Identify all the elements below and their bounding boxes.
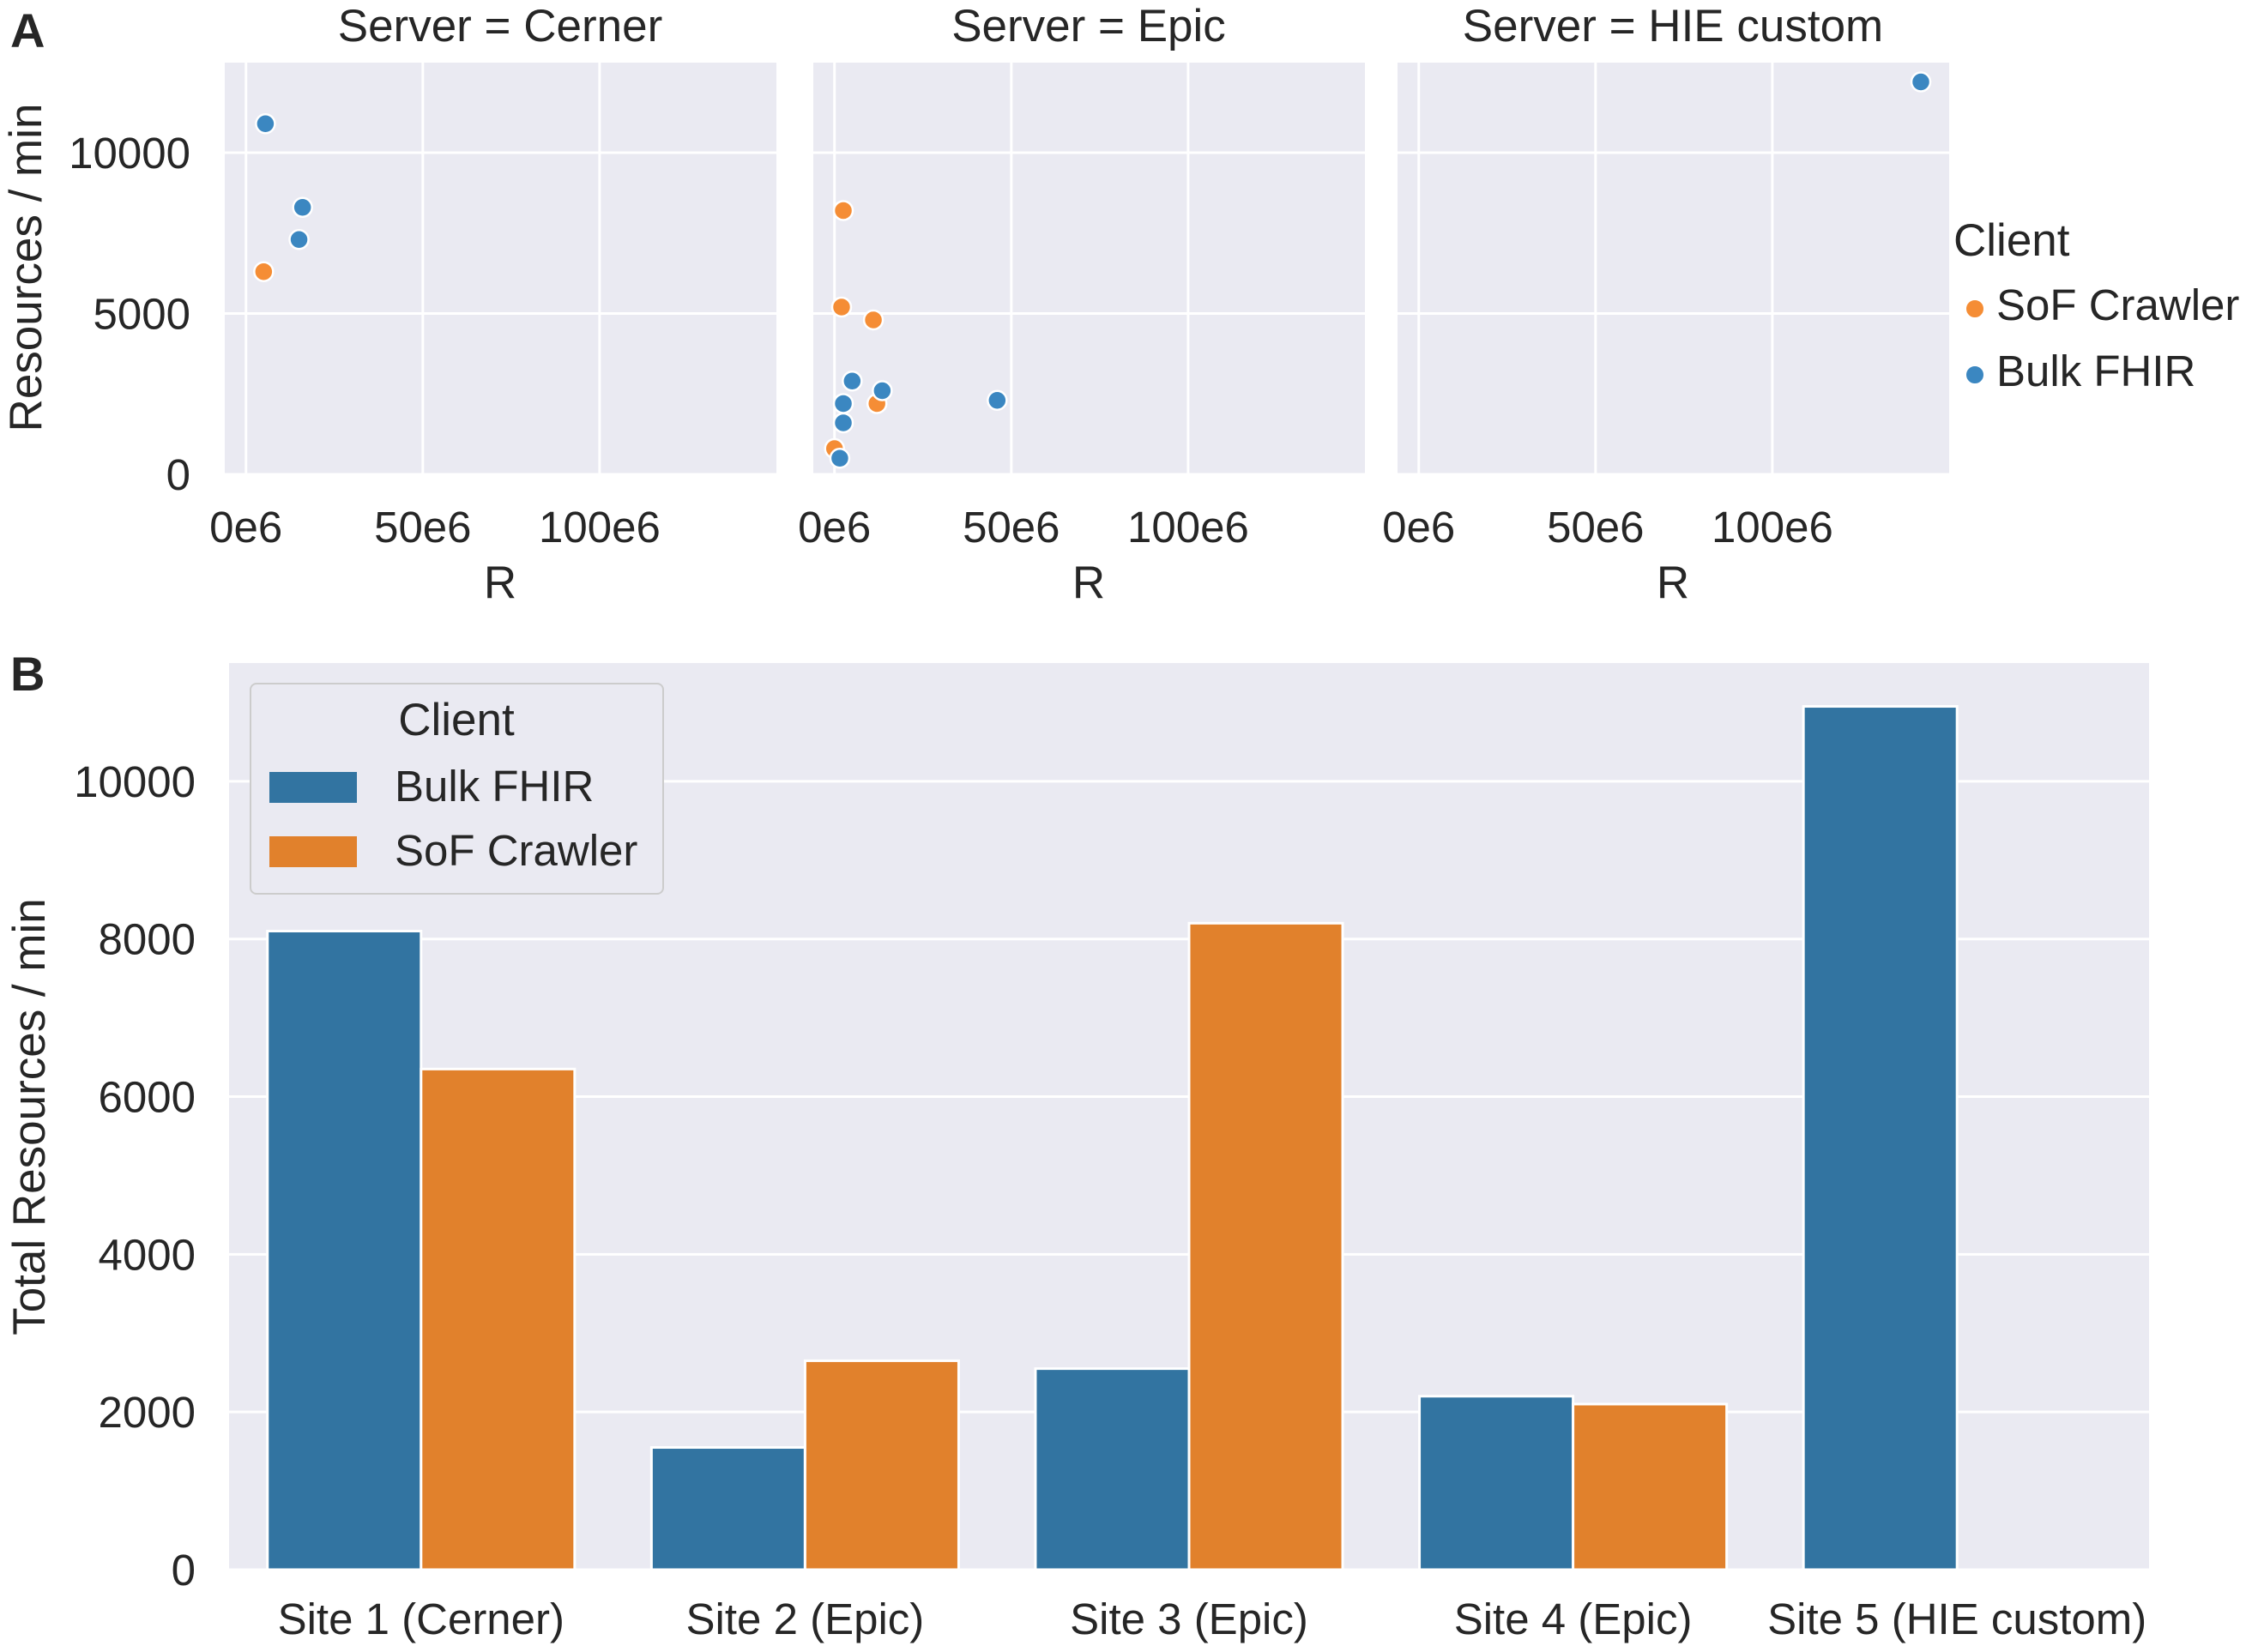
- panel-a-ylabel: Resources / min: [1, 104, 51, 432]
- bar-chart-y-tick-label-1: 2000: [99, 1388, 196, 1437]
- facet-cerner-gridlines: [225, 63, 776, 476]
- point-hie-custom-bulk-fhir-0: [1910, 71, 1932, 93]
- facet-cerner-xlabel: R: [484, 558, 516, 608]
- bar-chart-y-tick-label-2: 4000: [99, 1230, 196, 1279]
- bar-chart-y-tick-labels: 0 2000 4000 6000 8000 10000: [74, 757, 196, 1595]
- facet-epic-x-tick-label-1: 50e6: [963, 503, 1060, 552]
- bar-site-4-epic-bulk-fhir: [1418, 1395, 1575, 1571]
- bar-chart-x-tick-label-1: Site 2 (Epic): [686, 1595, 925, 1643]
- bar-chart-x-tick-label-3: Site 4 (Epic): [1454, 1595, 1693, 1643]
- bar-chart-y-tick-label-3: 6000: [99, 1073, 196, 1122]
- facet-epic-x-tick-label-0: 0e6: [798, 503, 871, 552]
- panel-a-letter: A: [10, 3, 45, 57]
- facet-cerner-x-tick-label-0: 0e6: [209, 503, 282, 552]
- facet-hie-custom-x-tick-label-2: 100e6: [1712, 503, 1833, 552]
- point-epic-bulk-fhir-0: [842, 371, 863, 392]
- panel-a-legend-label-bulk-fhir: Bulk FHIR: [1996, 347, 2195, 395]
- facet-hie-custom-background: [1398, 63, 1949, 474]
- point-cerner-bulk-fhir-2: [288, 229, 310, 250]
- bar-chart-x-tick-labels: Site 1 (Cerner) Site 2 (Epic) Site 3 (Epic…: [278, 1595, 2147, 1643]
- bar-chart-x-tick-label-2: Site 3 (Epic): [1070, 1595, 1308, 1643]
- bar-site-2-epic-bulk-fhir: [649, 1446, 806, 1571]
- bar-site-1-cerner-sof-crawler: [420, 1067, 577, 1571]
- bar-site-3-epic-bulk-fhir: [1034, 1367, 1191, 1571]
- facet-cerner-background: [225, 63, 776, 474]
- point-epic-bulk-fhir-3: [872, 380, 893, 401]
- facet-cerner-y-tick-labels: 0 5000 10000: [69, 129, 190, 499]
- facet-epic-x-tick-label-2: 100e6: [1127, 503, 1249, 552]
- facet-hie-custom-x-tick-label-0: 0e6: [1382, 503, 1455, 552]
- legend-marker-sof-crawler: [1965, 298, 1985, 319]
- point-epic-bulk-fhir-4: [987, 389, 1008, 411]
- bar-chart-x-tick-label-0: Site 1 (Cerner): [278, 1595, 565, 1643]
- bar-chart-y-tick-label-5: 10000: [74, 757, 196, 806]
- panel-a: A Resources / min Server = Cerner 0 5000 1…: [1, 1, 2239, 608]
- bar-site-5-hie-custom-bulk-fhir: [1802, 705, 1959, 1571]
- panel-b-legend-label-sof-crawler: SoF Crawler: [395, 826, 637, 875]
- facet-hie-custom-points: [1910, 71, 1932, 93]
- facet-hie-custom: Server = HIE custom 0e6 50e6 100e6 R: [1382, 1, 1949, 608]
- bar-chart-x-tick-label-4: Site 5 (HIE custom): [1767, 1595, 2146, 1643]
- facet-epic-title: Server = Epic: [951, 1, 1226, 51]
- facet-cerner-x-tick-label-2: 100e6: [539, 503, 661, 552]
- bar-site-1-cerner-bulk-fhir: [266, 930, 423, 1571]
- facet-cerner-y-tick-label-0: 0: [166, 450, 190, 499]
- point-epic-sof-crawler-0: [832, 200, 854, 221]
- facet-hie-custom-title: Server = HIE custom: [1463, 1, 1883, 51]
- legend-swatch-bulk-fhir: [269, 772, 357, 803]
- facet-epic-xlabel: R: [1072, 558, 1105, 608]
- facet-epic-background: [813, 63, 1365, 474]
- point-epic-sof-crawler-1: [830, 296, 853, 318]
- legend-swatch-sof-crawler: [269, 836, 357, 867]
- facet-hie-custom-x-tick-label-1: 50e6: [1547, 503, 1644, 552]
- bar-chart-bars: [266, 705, 1959, 1571]
- point-epic-sof-crawler-2: [862, 309, 884, 331]
- facet-hie-custom-xlabel: R: [1657, 558, 1689, 608]
- point-cerner-sof-crawler-0: [253, 261, 275, 282]
- bar-chart-ylabel: Total Resources / min: [4, 898, 55, 1335]
- bar-chart-y-tick-label-0: 0: [172, 1546, 196, 1595]
- legend-marker-bulk-fhir: [1965, 365, 1985, 385]
- panel-b: B 0 2000 4000 6000 8000 10000 Site 1 (Cerner)…: [4, 647, 2149, 1643]
- panel-a-legend: Client SoF Crawler Bulk FHIR: [1953, 215, 2239, 395]
- facet-hie-custom-x-tick-labels: 0e6 50e6 100e6: [1382, 503, 1833, 552]
- facet-epic: Server = Epic 0e6 50e6 100e6 R: [798, 1, 1365, 608]
- bar-site-4-epic-sof-crawler: [1572, 1402, 1729, 1571]
- panel-b-legend-label-bulk-fhir: Bulk FHIR: [395, 762, 594, 811]
- facet-hie-custom-gridlines: [1398, 63, 1949, 476]
- panel-b-legend-title: Client: [398, 695, 515, 745]
- bar-site-2-epic-sof-crawler: [803, 1359, 960, 1571]
- point-epic-bulk-fhir-1: [832, 393, 854, 414]
- facet-cerner-points: [253, 113, 313, 282]
- panel-a-legend-title: Client: [1953, 215, 2070, 266]
- point-cerner-bulk-fhir-0: [255, 113, 276, 135]
- facet-epic-x-tick-labels: 0e6 50e6 100e6: [798, 503, 1249, 552]
- bar-site-3-epic-sof-crawler: [1187, 921, 1344, 1571]
- facet-epic-points: [824, 200, 1008, 469]
- point-epic-bulk-fhir-2: [832, 412, 854, 434]
- facet-cerner-y-tick-label-1: 5000: [94, 290, 190, 339]
- panel-b-legend: Client Bulk FHIR SoF Crawler: [250, 683, 664, 895]
- facet-cerner-x-tick-labels: 0e6 50e6 100e6: [209, 503, 661, 552]
- bar-chart-y-tick-label-4: 8000: [99, 915, 196, 964]
- facet-cerner-x-tick-label-1: 50e6: [374, 503, 471, 552]
- point-epic-bulk-fhir-5: [829, 448, 851, 469]
- facet-cerner-y-tick-label-2: 10000: [69, 129, 190, 178]
- panel-b-letter: B: [10, 647, 45, 701]
- point-cerner-bulk-fhir-1: [292, 196, 313, 218]
- panel-a-legend-label-sof-crawler: SoF Crawler: [1996, 280, 2239, 329]
- facet-cerner-title: Server = Cerner: [338, 1, 663, 51]
